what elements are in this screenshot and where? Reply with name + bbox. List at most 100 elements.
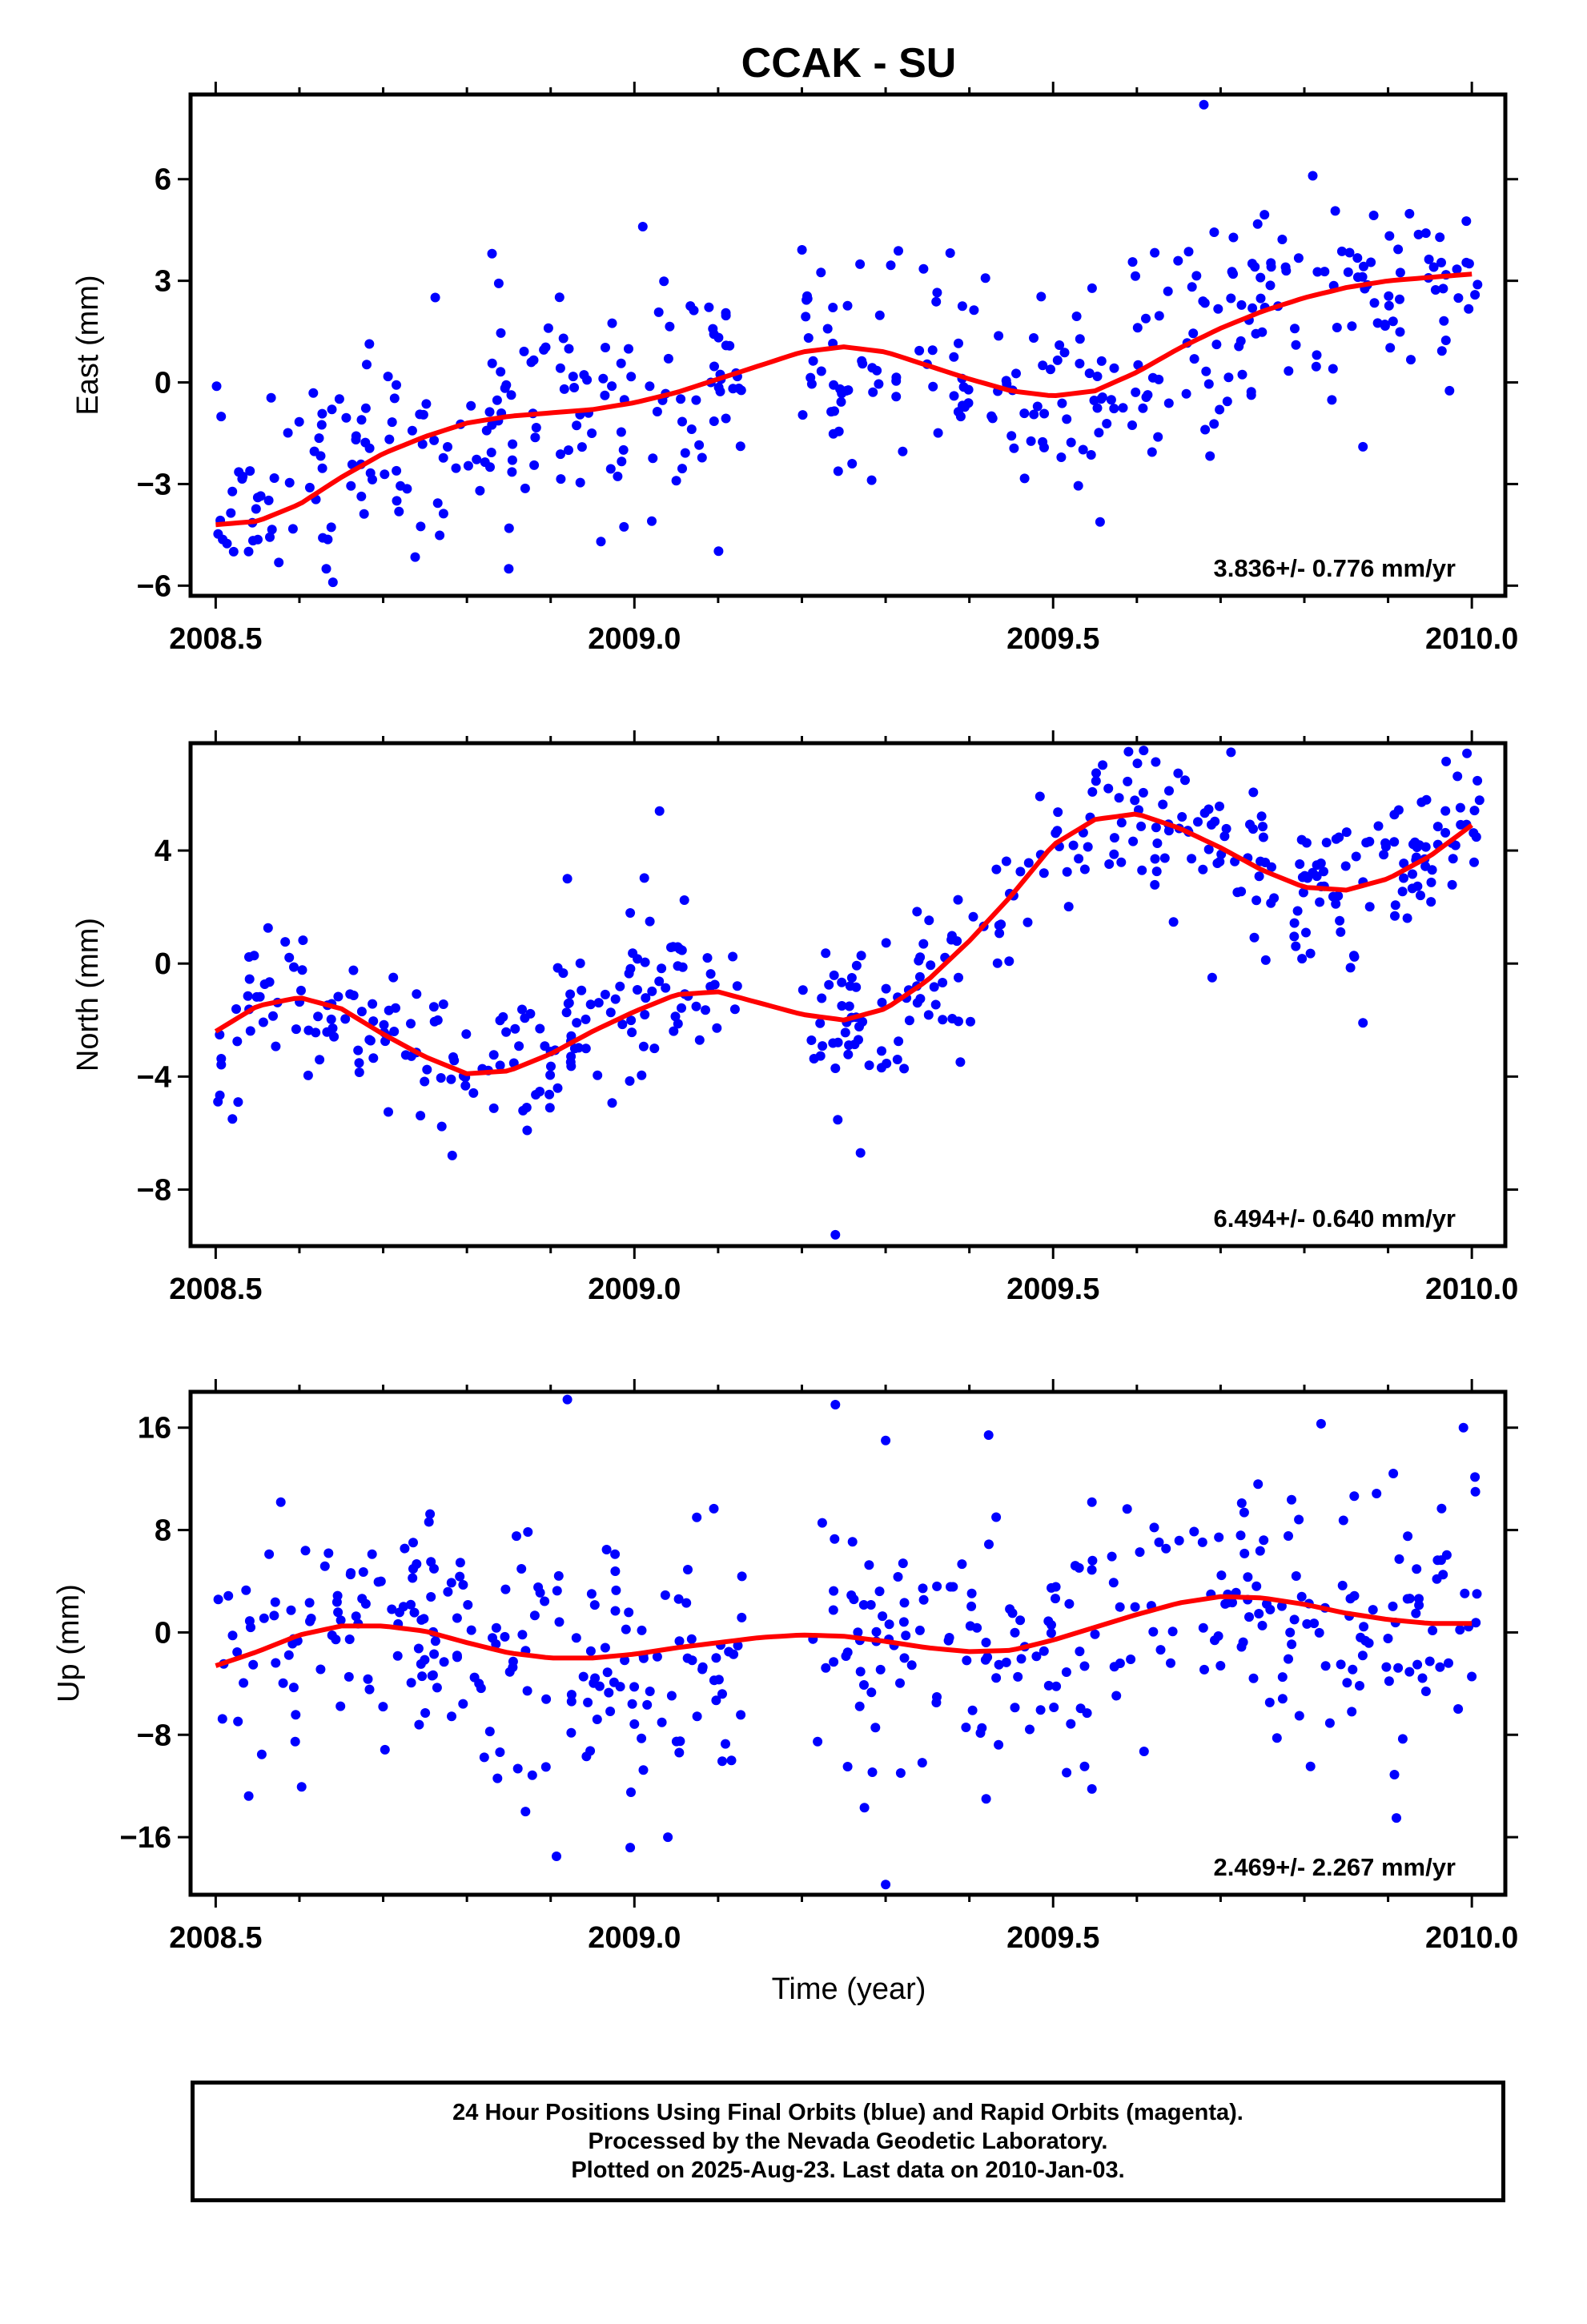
up-data-point	[1455, 1625, 1465, 1635]
east-data-point	[443, 442, 452, 452]
up-data-point	[626, 1787, 636, 1797]
north-data-point	[830, 1229, 841, 1240]
up-data-point	[319, 1561, 330, 1571]
north-data-point	[1358, 1018, 1368, 1028]
up-data-point	[1347, 1707, 1357, 1717]
north-data-point	[640, 1010, 650, 1019]
north-data-point	[245, 1026, 255, 1036]
north-data-point	[639, 873, 649, 883]
east-data-point	[317, 408, 327, 419]
up-data-point	[585, 1646, 596, 1656]
up-data-point	[1287, 1639, 1297, 1650]
up-data-point	[425, 1509, 436, 1519]
north-data-point	[1091, 776, 1101, 786]
east-data-point	[463, 460, 473, 471]
north-data-point	[400, 1050, 411, 1060]
east-data-point	[267, 525, 277, 535]
east-data-point	[402, 484, 412, 494]
up-data-point	[1436, 1555, 1446, 1566]
up-data-point	[830, 1400, 841, 1409]
north-data-point	[1198, 864, 1208, 875]
east-data-point	[659, 276, 669, 287]
east-data-point	[1291, 340, 1301, 350]
north-data-point	[926, 960, 936, 971]
up-data-point	[932, 1581, 942, 1591]
east-x-tick-label: 2009.0	[588, 622, 681, 656]
east-data-point	[407, 425, 417, 436]
up-data-point	[733, 1640, 743, 1651]
north-data-point	[610, 994, 621, 1004]
up-data-point	[621, 1624, 631, 1634]
east-data-point	[485, 462, 495, 472]
up-data-point	[1349, 1590, 1360, 1601]
north-data-point	[1104, 859, 1115, 869]
north-data-point	[817, 993, 827, 1003]
up-data-point	[1404, 1667, 1415, 1677]
north-data-point	[1426, 897, 1436, 907]
north-data-point	[1136, 821, 1147, 831]
east-data-point	[316, 420, 327, 430]
north-data-point	[815, 1051, 826, 1061]
east-data-point	[647, 516, 657, 526]
east-data-point	[387, 417, 397, 428]
east-data-point	[383, 372, 393, 382]
east-data-point	[1428, 262, 1439, 272]
east-data-point	[1006, 431, 1017, 441]
north-data-point	[1053, 807, 1063, 818]
up-data-point	[1253, 1479, 1264, 1490]
up-data-point	[583, 1697, 593, 1707]
north-data-point	[938, 978, 948, 987]
north-data-point	[406, 1019, 416, 1029]
east-data-point	[1395, 267, 1405, 278]
east-data-point	[826, 407, 837, 417]
up-x-tick-label: 2009.0	[588, 1921, 681, 1955]
up-data-point	[1066, 1719, 1076, 1729]
north-data-point	[1109, 849, 1119, 859]
east-data-point	[308, 388, 319, 398]
east-data-point	[1237, 369, 1248, 380]
footer-line-2: Processed by the Nevada Geodetic Laborat…	[588, 2129, 1108, 2154]
up-data-point	[491, 1622, 501, 1633]
up-data-point	[1139, 1747, 1149, 1756]
east-data-point	[558, 333, 569, 344]
east-data-point	[665, 321, 675, 332]
east-data-point	[216, 412, 227, 422]
north-frame	[188, 741, 1508, 1248]
east-data-point	[1109, 404, 1119, 414]
up-data-point	[611, 1585, 621, 1595]
up-data-point	[637, 1733, 647, 1743]
up-data-point	[1043, 1616, 1054, 1626]
up-data-point	[1272, 1733, 1282, 1743]
up-data-point	[871, 1626, 882, 1637]
east-data-point	[1358, 441, 1368, 452]
up-data-point	[829, 1657, 839, 1667]
north-data-point	[1345, 963, 1356, 973]
east-data-point	[1265, 280, 1276, 291]
north-data-point	[1207, 972, 1217, 983]
east-data-point	[816, 366, 826, 376]
up-data-point	[1394, 1554, 1404, 1564]
east-data-point	[1011, 368, 1021, 379]
north-data-point	[460, 1080, 471, 1091]
east-data-point	[1132, 323, 1143, 333]
up-data-point	[884, 1619, 894, 1630]
up-data-point	[605, 1707, 616, 1716]
east-data-point	[569, 383, 580, 392]
north-data-point	[1295, 859, 1305, 869]
up-data-point	[458, 1699, 468, 1709]
east-data-point	[1311, 361, 1321, 372]
up-data-point	[692, 1512, 702, 1522]
up-data-point	[1090, 1629, 1100, 1639]
north-data-point	[1448, 854, 1458, 864]
east-data-point	[486, 448, 496, 457]
east-data-point	[421, 399, 432, 409]
up-data-point	[1372, 1489, 1382, 1498]
north-data-point	[818, 1041, 828, 1051]
up-data-point	[430, 1636, 440, 1647]
east-data-point	[1089, 396, 1099, 405]
north-data-point	[1151, 757, 1161, 767]
east-data-point	[828, 303, 838, 312]
east-data-point	[1252, 219, 1263, 229]
north-data-point	[1341, 827, 1352, 838]
up-data-point	[602, 1667, 613, 1678]
